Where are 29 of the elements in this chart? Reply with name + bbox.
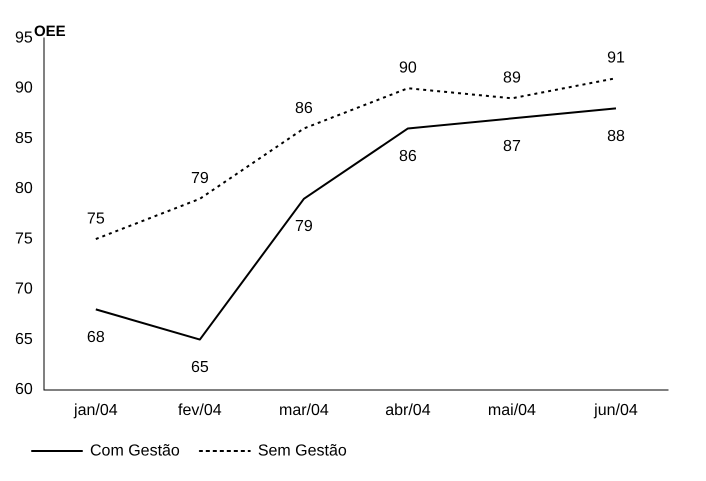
legend-label: Sem Gestão [258, 442, 347, 460]
y-tick-label: 65 [15, 330, 33, 348]
y-tick-label: 80 [15, 180, 33, 198]
data-label: 79 [190, 170, 209, 188]
data-label: 87 [503, 138, 521, 155]
data-label: 68 [86, 328, 105, 346]
x-tick-label: jan/04 [73, 402, 118, 419]
y-axis-title: OEE [34, 23, 66, 40]
y-tick-label: 75 [15, 230, 33, 248]
x-tick-label: jun/04 [593, 402, 638, 419]
x-tick-label: fev/04 [178, 402, 222, 419]
data-label: 65 [190, 358, 209, 376]
data-label: 89 [503, 70, 521, 87]
data-label: 79 [294, 218, 313, 236]
y-tick-label: 70 [15, 280, 33, 298]
y-tick-label: 60 [15, 381, 33, 398]
data-label: 88 [607, 128, 625, 145]
data-label: 86 [294, 100, 313, 117]
data-label: 91 [607, 50, 625, 67]
data-label: 86 [399, 148, 417, 165]
data-label: 90 [399, 60, 417, 77]
x-tick-label: abr/04 [385, 402, 431, 419]
data-label: 75 [86, 210, 105, 228]
legend-label: Com Gestão [90, 442, 180, 460]
x-tick-label: mai/04 [488, 402, 536, 419]
y-tick-label: 95 [15, 29, 33, 46]
x-tick-label: mar/04 [278, 402, 329, 419]
y-tick-label: 85 [15, 130, 33, 147]
y-tick-label: 90 [15, 80, 33, 97]
